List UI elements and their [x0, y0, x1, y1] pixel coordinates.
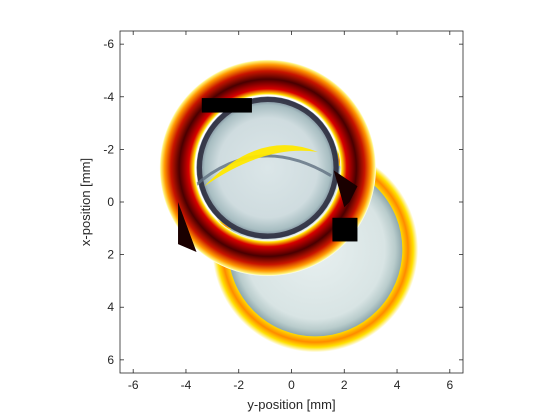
y-tick-label: 2 [107, 248, 114, 262]
bone-disc-upper-edge [197, 97, 339, 239]
masked-region-2 [332, 217, 358, 242]
y-axis-label: x-position [mm] [78, 158, 93, 246]
bone-disc-upper [196, 96, 339, 240]
x-tick-label: 0 [288, 378, 295, 392]
y-tick-label: 0 [107, 195, 114, 209]
dark-wedge-right [333, 170, 358, 208]
x-tick-label: 2 [341, 378, 348, 392]
y-tick-label: 4 [107, 300, 114, 314]
y-axis: -6 -4 -2 0 2 4 6 [103, 37, 463, 367]
y-tick-label: -6 [103, 37, 114, 51]
dark-wedge-left [178, 202, 197, 252]
y-tick-label: 6 [107, 353, 114, 367]
x-tick-label: -6 [128, 378, 139, 392]
hot-ring-upper [159, 59, 376, 276]
x-axis-label: y-position [mm] [247, 397, 335, 412]
x-tick-label: 6 [446, 378, 453, 392]
x-tick-label: -4 [181, 378, 192, 392]
plot-content [159, 59, 419, 353]
y-tick-label: -4 [103, 90, 114, 104]
x-tick-label: -2 [233, 378, 244, 392]
y-tick-label: -2 [103, 142, 114, 156]
x-axis: -6 -4 -2 0 2 4 6 [128, 31, 453, 392]
masked-region-1 [201, 98, 252, 113]
yellow-crescent [204, 145, 318, 187]
x-tick-label: 4 [394, 378, 401, 392]
